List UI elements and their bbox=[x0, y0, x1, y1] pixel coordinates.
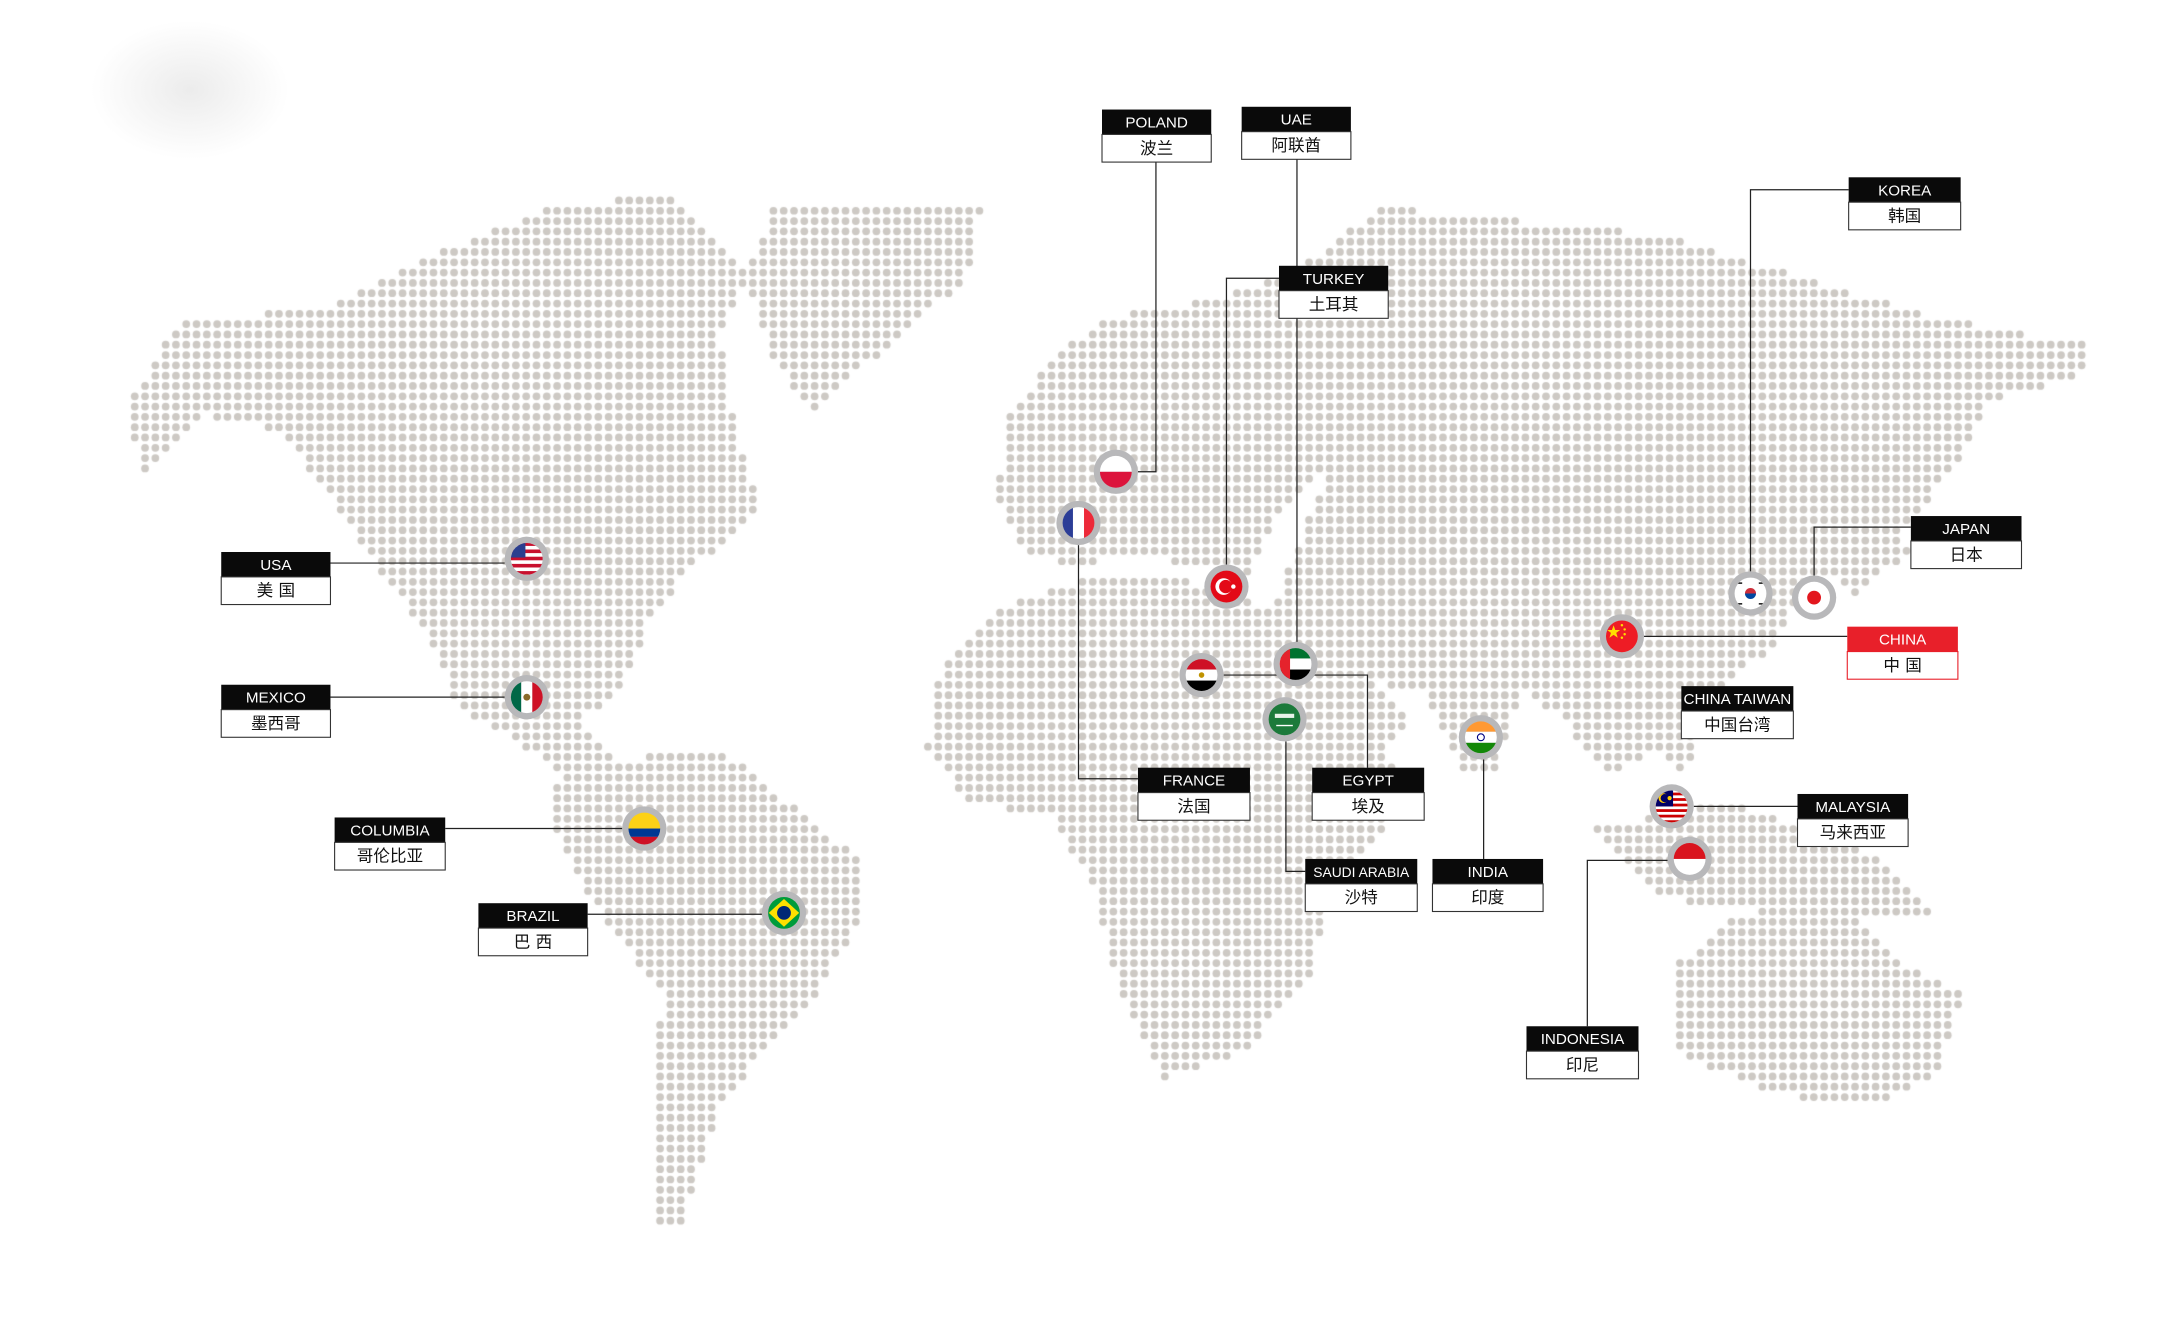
leader-line-indonesia bbox=[1586, 859, 1668, 1027]
korea-flag-icon[interactable] bbox=[1728, 571, 1773, 616]
label-zh: 印度 bbox=[1471, 888, 1504, 907]
label-zh: 沙特 bbox=[1345, 888, 1378, 907]
label-zh: 墨西哥 bbox=[251, 714, 301, 733]
label-en: SAUDI ARABIA bbox=[1313, 864, 1410, 880]
egypt-flag-icon[interactable] bbox=[1179, 652, 1224, 698]
leader-line-poland bbox=[1137, 162, 1157, 473]
label-zh: 美 国 bbox=[257, 581, 295, 600]
label-en: COLUMBIA bbox=[350, 822, 430, 839]
label-en: EGYPT bbox=[1342, 773, 1393, 790]
label-egypt[interactable]: EGYPT 埃及 bbox=[1311, 767, 1425, 821]
label-malaysia[interactable]: MALAYSIA 马来西亚 bbox=[1796, 793, 1909, 848]
label-en: CHINA TAIWAN bbox=[1683, 691, 1791, 708]
label-en: CHINA bbox=[1879, 632, 1927, 649]
saudi-arabia-flag-icon[interactable] bbox=[1262, 697, 1307, 742]
indonesia-flag-icon[interactable] bbox=[1667, 836, 1712, 882]
label-en: USA bbox=[260, 557, 292, 574]
uae-flag-icon[interactable] bbox=[1273, 641, 1318, 687]
leader-line-korea bbox=[1749, 189, 1849, 572]
malaysia-flag-icon[interactable] bbox=[1649, 784, 1694, 829]
leader-lines bbox=[330, 159, 1911, 1027]
label-zh: 巴 西 bbox=[514, 932, 552, 951]
label-en: POLAND bbox=[1125, 115, 1187, 132]
label-saudi-arabia[interactable]: SAUDI ARABIA 沙特 bbox=[1304, 858, 1418, 913]
label-zh: 法国 bbox=[1177, 797, 1210, 816]
japan-flag-icon[interactable] bbox=[1791, 575, 1837, 620]
label-en: MALAYSIA bbox=[1815, 799, 1891, 816]
label-en: FRANCE bbox=[1163, 773, 1225, 790]
colombia-flag-icon[interactable] bbox=[622, 806, 667, 851]
label-en: INDONESIA bbox=[1541, 1031, 1625, 1048]
label-poland[interactable]: POLAND 波兰 bbox=[1101, 109, 1212, 163]
turkey-flag-icon[interactable] bbox=[1204, 564, 1249, 609]
label-turkey[interactable]: TURKEY 土耳其 bbox=[1278, 265, 1389, 319]
label-zh: 马来西亚 bbox=[1820, 823, 1886, 842]
label-brazil[interactable]: BRAZIL 巴 西 bbox=[477, 903, 589, 957]
label-zh: 埃及 bbox=[1352, 797, 1385, 816]
leader-line-egypt bbox=[1223, 674, 1369, 768]
label-en: UAE bbox=[1281, 112, 1312, 129]
label-en: INDIA bbox=[1468, 864, 1509, 881]
usa-flag-icon[interactable] bbox=[504, 536, 549, 582]
label-uae[interactable]: UAE 阿联酋 bbox=[1241, 106, 1352, 160]
label-zh: 中 国 bbox=[1883, 656, 1921, 675]
label-indonesia[interactable]: INDONESIA 印尼 bbox=[1525, 1026, 1640, 1080]
label-columbia[interactable]: COLUMBIA 哥伦比亚 bbox=[334, 817, 446, 871]
china-flag-icon[interactable] bbox=[1599, 614, 1645, 659]
label-india[interactable]: INDIA 印度 bbox=[1431, 858, 1544, 913]
label-zh: 日本 bbox=[1950, 545, 1983, 564]
label-en: BRAZIL bbox=[506, 908, 559, 925]
leader-line-france bbox=[1077, 545, 1138, 780]
label-zh: 印尼 bbox=[1566, 1056, 1599, 1075]
france-flag-icon[interactable] bbox=[1056, 500, 1101, 546]
label-zh: 波兰 bbox=[1140, 139, 1173, 158]
label-china-taiwan[interactable]: CHINA TAIWAN 中国台湾 bbox=[1680, 686, 1794, 740]
label-zh: 土耳其 bbox=[1309, 295, 1359, 314]
label-mexico[interactable]: MEXICO 墨西哥 bbox=[220, 684, 332, 738]
leader-line-turkey bbox=[1225, 277, 1279, 565]
label-en: JAPAN bbox=[1942, 521, 1990, 538]
label-en: TURKEY bbox=[1303, 271, 1365, 288]
label-china[interactable]: CHINA 中 国 bbox=[1846, 626, 1959, 680]
label-zh: 中国台湾 bbox=[1704, 715, 1770, 734]
leader-line-saudi-arabia bbox=[1285, 741, 1306, 873]
leader-line-japan bbox=[1813, 526, 1911, 576]
india-flag-icon[interactable] bbox=[1458, 715, 1503, 760]
label-zh: 韩国 bbox=[1888, 207, 1921, 226]
label-zh: 哥伦比亚 bbox=[357, 847, 423, 866]
mexico-flag-icon[interactable] bbox=[504, 675, 549, 720]
label-en: MEXICO bbox=[246, 690, 306, 707]
label-zh: 阿联酋 bbox=[1271, 136, 1321, 155]
label-en: KOREA bbox=[1878, 182, 1932, 199]
label-usa[interactable]: USA 美 国 bbox=[220, 552, 332, 606]
label-japan[interactable]: JAPAN 日本 bbox=[1910, 516, 2023, 570]
label-korea[interactable]: KOREA 韩国 bbox=[1848, 177, 1962, 231]
brazil-flag-icon[interactable] bbox=[761, 890, 807, 936]
poland-flag-icon[interactable] bbox=[1093, 449, 1138, 494]
label-france[interactable]: FRANCE 法国 bbox=[1137, 767, 1251, 821]
